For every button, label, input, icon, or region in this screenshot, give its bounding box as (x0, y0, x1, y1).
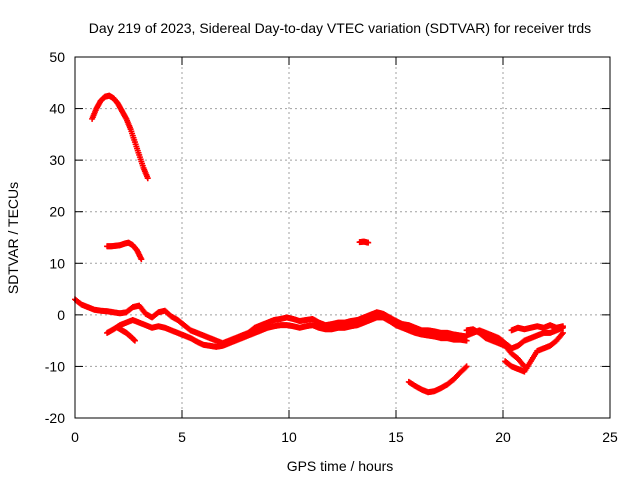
series-arc-lower-main (104, 314, 470, 350)
x-tick-label: 10 (281, 429, 297, 445)
y-tick-label: 50 (49, 49, 65, 65)
x-tick-label: 25 (602, 429, 618, 445)
series-arc-mid-early (104, 239, 145, 263)
series-arc-morning-low (405, 363, 470, 396)
y-tick-label: 30 (49, 152, 65, 168)
series-arc-early-dip (114, 324, 138, 344)
x-tick-label: 15 (388, 429, 404, 445)
x-tick-label: 0 (71, 429, 79, 445)
y-axis-label: SDTVAR / TECUs (5, 182, 21, 294)
data-point (559, 329, 566, 336)
data-point (463, 363, 470, 370)
data-point (462, 364, 469, 371)
y-tick-label: 10 (49, 255, 65, 271)
data-point (144, 175, 151, 182)
grid-lines (75, 57, 610, 418)
data-point (559, 323, 566, 330)
y-tick-label: -20 (45, 410, 65, 426)
y-tick-label: 20 (49, 204, 65, 220)
x-tick-label: 5 (178, 429, 186, 445)
series-arc-evening-c (508, 322, 566, 334)
series-arc-evening-b (463, 324, 566, 352)
series-arc-evening-d (502, 329, 566, 375)
axis-ticks: -20 -10 0 10 20 30 40 50 0 5 10 15 20 25 (45, 49, 618, 445)
chart-title: Day 219 of 2023, Sidereal Day-to-day VTE… (89, 20, 591, 36)
y-tick-label: -10 (45, 358, 65, 374)
x-axis-label: GPS time / hours (287, 458, 394, 474)
x-tick-label: 20 (495, 429, 511, 445)
y-tick-label: 0 (57, 307, 65, 323)
plot-frame (74, 56, 611, 419)
y-tick-label: 40 (49, 101, 65, 117)
data-point (138, 256, 145, 263)
series-arc-mid-short (356, 238, 372, 246)
data-point (365, 239, 372, 246)
data-point (131, 337, 138, 344)
series-arc-high-early (89, 92, 151, 182)
data-points (72, 92, 566, 396)
data-point (463, 337, 470, 344)
